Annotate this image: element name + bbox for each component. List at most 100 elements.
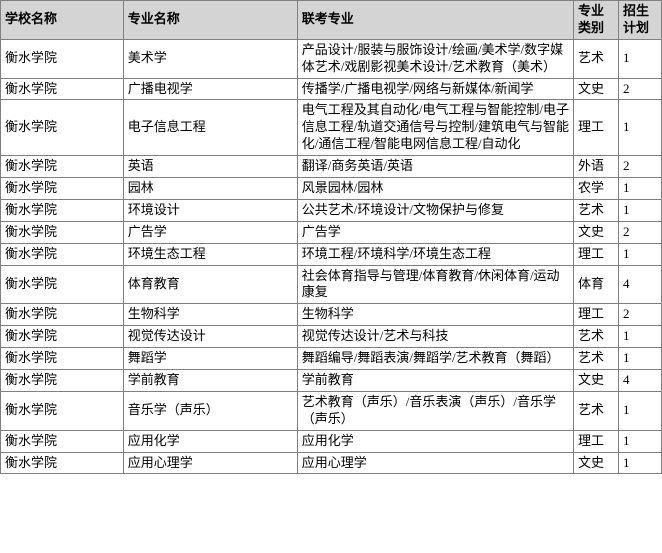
col-header-major: 专业名称 bbox=[123, 1, 297, 40]
table-cell: 文史 bbox=[573, 78, 618, 100]
table-row: 衡水学院生物科学生物科学理工2 bbox=[1, 304, 662, 326]
table-row: 衡水学院视觉传达设计视觉传达设计/艺术与科技艺术1 bbox=[1, 326, 662, 348]
table-cell: 文史 bbox=[573, 452, 618, 474]
table-cell: 衡水学院 bbox=[1, 156, 124, 178]
table-cell: 4 bbox=[619, 265, 662, 304]
table-cell: 2 bbox=[619, 156, 662, 178]
table-cell: 英语 bbox=[123, 156, 297, 178]
table-cell: 衡水学院 bbox=[1, 348, 124, 370]
col-header-school: 学校名称 bbox=[1, 1, 124, 40]
table-cell: 艺术教育（声乐）/音乐表演（声乐）/音乐学（声乐） bbox=[297, 391, 573, 430]
table-cell: 衡水学院 bbox=[1, 304, 124, 326]
table-cell: 理工 bbox=[573, 100, 618, 156]
table-row: 衡水学院园林风景园林/园林农学1 bbox=[1, 178, 662, 200]
table-cell: 理工 bbox=[573, 243, 618, 265]
table-cell: 衡水学院 bbox=[1, 243, 124, 265]
table-cell: 衡水学院 bbox=[1, 221, 124, 243]
table-row: 衡水学院电子信息工程电气工程及其自动化/电气工程与智能控制/电子信息工程/轨道交… bbox=[1, 100, 662, 156]
table-cell: 生物科学 bbox=[297, 304, 573, 326]
col-header-union: 联考专业 bbox=[297, 1, 573, 40]
table-cell: 环境设计 bbox=[123, 199, 297, 221]
table-cell: 产品设计/服装与服饰设计/绘画/美术学/数字媒体艺术/戏剧影视美术设计/艺术教育… bbox=[297, 39, 573, 78]
table-cell: 美术学 bbox=[123, 39, 297, 78]
table-row: 衡水学院应用心理学应用心理学文史1 bbox=[1, 452, 662, 474]
table-cell: 风景园林/园林 bbox=[297, 178, 573, 200]
table-cell: 生物科学 bbox=[123, 304, 297, 326]
enrollment-table: 学校名称 专业名称 联考专业 专业类别 招生计划 衡水学院美术学产品设计/服装与… bbox=[0, 0, 662, 474]
table-cell: 社会体育指导与管理/体育教育/休闲体育/运动康复 bbox=[297, 265, 573, 304]
table-cell: 衡水学院 bbox=[1, 391, 124, 430]
table-cell: 学前教育 bbox=[297, 370, 573, 392]
table-cell: 音乐学（声乐） bbox=[123, 391, 297, 430]
table-cell: 应用心理学 bbox=[297, 452, 573, 474]
col-header-plan: 招生计划 bbox=[619, 1, 662, 40]
table-cell: 衡水学院 bbox=[1, 100, 124, 156]
col-header-category: 专业类别 bbox=[573, 1, 618, 40]
table-cell: 1 bbox=[619, 452, 662, 474]
table-cell: 视觉传达设计 bbox=[123, 326, 297, 348]
table-cell: 衡水学院 bbox=[1, 199, 124, 221]
table-header-row: 学校名称 专业名称 联考专业 专业类别 招生计划 bbox=[1, 1, 662, 40]
table-cell: 1 bbox=[619, 348, 662, 370]
table-cell: 衡水学院 bbox=[1, 265, 124, 304]
table-cell: 4 bbox=[619, 370, 662, 392]
table-body: 衡水学院美术学产品设计/服装与服饰设计/绘画/美术学/数字媒体艺术/戏剧影视美术… bbox=[1, 39, 662, 474]
table-cell: 舞蹈编导/舞蹈表演/舞蹈学/艺术教育（舞蹈） bbox=[297, 348, 573, 370]
table-row: 衡水学院英语翻译/商务英语/英语外语2 bbox=[1, 156, 662, 178]
table-row: 衡水学院音乐学（声乐）艺术教育（声乐）/音乐表演（声乐）/音乐学（声乐）艺术1 bbox=[1, 391, 662, 430]
table-cell: 艺术 bbox=[573, 39, 618, 78]
table-cell: 农学 bbox=[573, 178, 618, 200]
table-cell: 电子信息工程 bbox=[123, 100, 297, 156]
table-cell: 广告学 bbox=[123, 221, 297, 243]
table-row: 衡水学院广播电视学传播学/广播电视学/网络与新媒体/新闻学文史2 bbox=[1, 78, 662, 100]
table-cell: 艺术 bbox=[573, 348, 618, 370]
table-cell: 艺术 bbox=[573, 326, 618, 348]
table-cell: 环境生态工程 bbox=[123, 243, 297, 265]
table-cell: 传播学/广播电视学/网络与新媒体/新闻学 bbox=[297, 78, 573, 100]
table-cell: 理工 bbox=[573, 304, 618, 326]
table-row: 衡水学院环境设计公共艺术/环境设计/文物保护与修复艺术1 bbox=[1, 199, 662, 221]
table-cell: 广告学 bbox=[297, 221, 573, 243]
table-cell: 学前教育 bbox=[123, 370, 297, 392]
table-cell: 视觉传达设计/艺术与科技 bbox=[297, 326, 573, 348]
table-cell: 文史 bbox=[573, 370, 618, 392]
table-cell: 应用化学 bbox=[297, 430, 573, 452]
table-cell: 1 bbox=[619, 430, 662, 452]
table-row: 衡水学院应用化学应用化学理工1 bbox=[1, 430, 662, 452]
table-cell: 衡水学院 bbox=[1, 178, 124, 200]
table-cell: 1 bbox=[619, 39, 662, 78]
table-cell: 艺术 bbox=[573, 391, 618, 430]
table-cell: 翻译/商务英语/英语 bbox=[297, 156, 573, 178]
table-cell: 舞蹈学 bbox=[123, 348, 297, 370]
table-row: 衡水学院学前教育学前教育文史4 bbox=[1, 370, 662, 392]
table-cell: 1 bbox=[619, 326, 662, 348]
table-cell: 应用化学 bbox=[123, 430, 297, 452]
table-cell: 体育教育 bbox=[123, 265, 297, 304]
table-cell: 2 bbox=[619, 304, 662, 326]
table-cell: 2 bbox=[619, 221, 662, 243]
table-row: 衡水学院体育教育社会体育指导与管理/体育教育/休闲体育/运动康复体育4 bbox=[1, 265, 662, 304]
table-cell: 园林 bbox=[123, 178, 297, 200]
table-cell: 衡水学院 bbox=[1, 452, 124, 474]
table-cell: 衡水学院 bbox=[1, 326, 124, 348]
table-cell: 衡水学院 bbox=[1, 39, 124, 78]
table-cell: 衡水学院 bbox=[1, 430, 124, 452]
table-cell: 电气工程及其自动化/电气工程与智能控制/电子信息工程/轨道交通信号与控制/建筑电… bbox=[297, 100, 573, 156]
table-cell: 1 bbox=[619, 391, 662, 430]
table-row: 衡水学院舞蹈学舞蹈编导/舞蹈表演/舞蹈学/艺术教育（舞蹈）艺术1 bbox=[1, 348, 662, 370]
table-row: 衡水学院环境生态工程环境工程/环境科学/环境生态工程理工1 bbox=[1, 243, 662, 265]
table-cell: 公共艺术/环境设计/文物保护与修复 bbox=[297, 199, 573, 221]
table-cell: 文史 bbox=[573, 221, 618, 243]
table-cell: 体育 bbox=[573, 265, 618, 304]
table-cell: 1 bbox=[619, 243, 662, 265]
table-cell: 外语 bbox=[573, 156, 618, 178]
table-cell: 1 bbox=[619, 100, 662, 156]
table-cell: 广播电视学 bbox=[123, 78, 297, 100]
table-cell: 理工 bbox=[573, 430, 618, 452]
table-cell: 艺术 bbox=[573, 199, 618, 221]
table-cell: 2 bbox=[619, 78, 662, 100]
table-cell: 环境工程/环境科学/环境生态工程 bbox=[297, 243, 573, 265]
table-cell: 1 bbox=[619, 199, 662, 221]
table-row: 衡水学院美术学产品设计/服装与服饰设计/绘画/美术学/数字媒体艺术/戏剧影视美术… bbox=[1, 39, 662, 78]
table-cell: 衡水学院 bbox=[1, 370, 124, 392]
